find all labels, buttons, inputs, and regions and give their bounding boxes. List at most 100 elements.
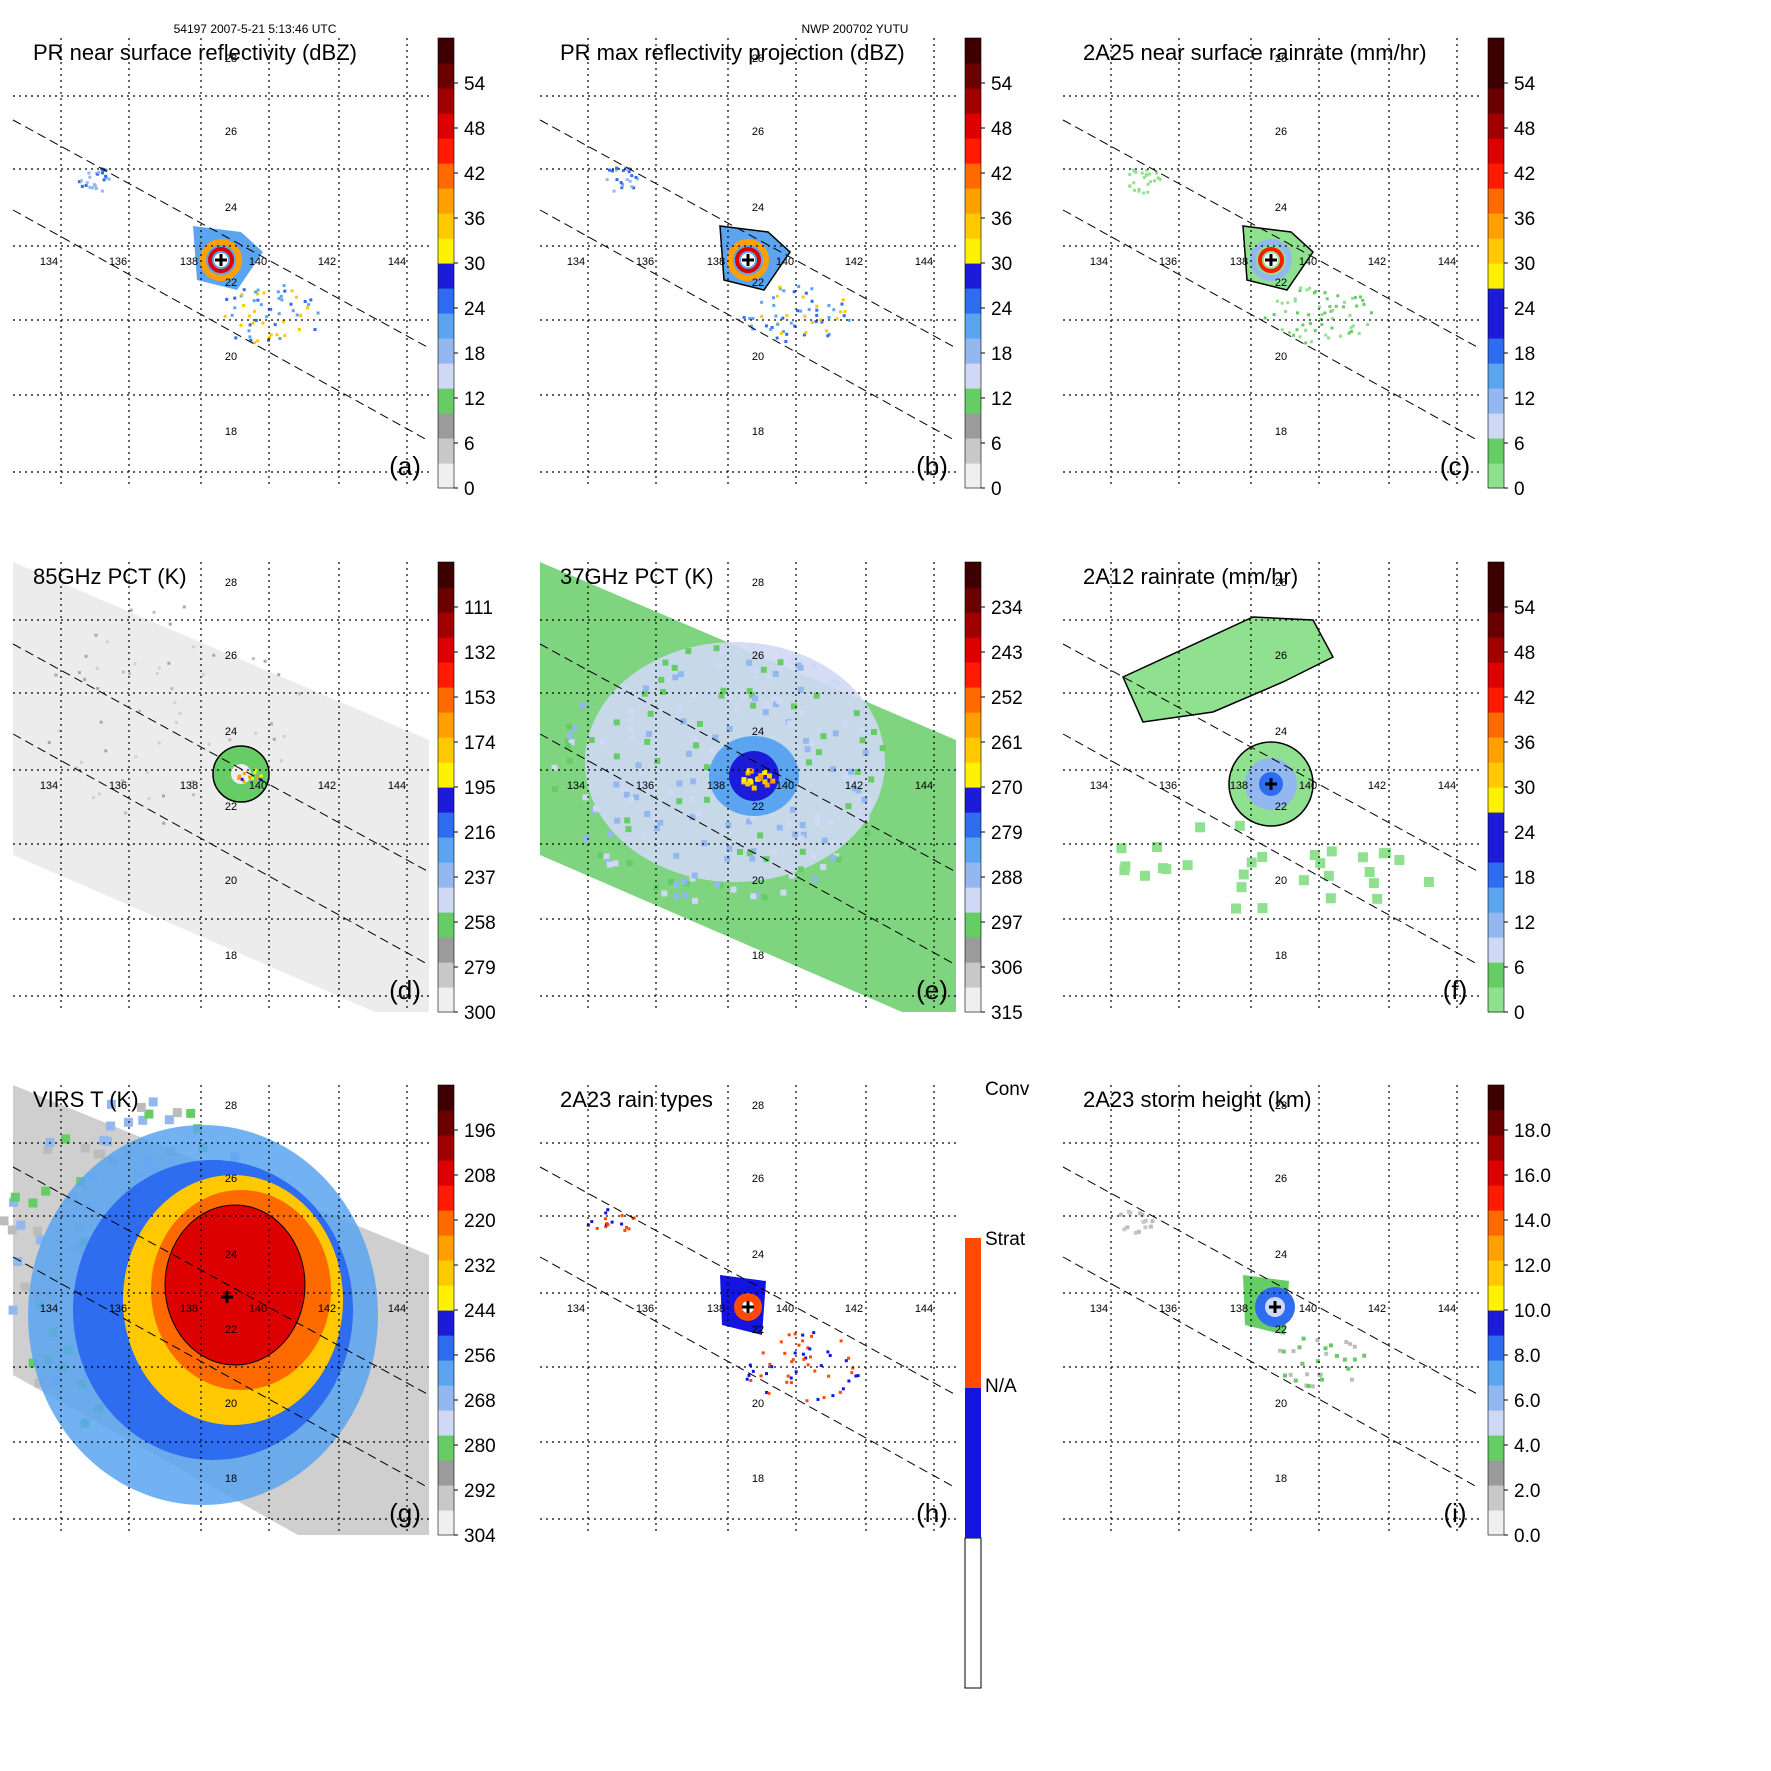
- echo-pixel: [603, 853, 610, 860]
- echo-pixel: [751, 785, 757, 791]
- echo-pixel: [1278, 1348, 1283, 1353]
- echo-pixel: [269, 722, 273, 726]
- echo-pixel: [83, 677, 87, 681]
- echo-pixel: [97, 170, 101, 174]
- colorbar-tick-label: 42: [464, 164, 485, 185]
- panel-e: 28 26 24 22 20 18 134 136 138 140 142 144 37GHz PCT …: [539, 561, 1023, 1024]
- colorbar-segment: [1488, 113, 1504, 139]
- panel-g: 28 26 24 22 20 18 134 136 138 140 142 144 VIRS T (K)…: [0, 1084, 496, 1547]
- colorbar-segment: [1488, 1235, 1504, 1261]
- echo-pixel: [810, 299, 814, 303]
- lat-label: 24: [225, 726, 237, 738]
- echo-pixel: [1145, 168, 1149, 172]
- echo-pixel: [129, 608, 133, 612]
- echo-pixel: [272, 737, 276, 741]
- echo-pixel: [1295, 328, 1299, 332]
- lat-label: 26: [1275, 126, 1287, 138]
- colorbar-segment: [1488, 1185, 1504, 1211]
- colorbar-segment: [438, 1435, 454, 1461]
- colorbar-tick-label: 48: [991, 119, 1012, 140]
- colorbar-tick-label: 30: [464, 254, 485, 275]
- echo-pixel: [761, 894, 768, 901]
- storm-name-header: NWP 200702 YUTU: [802, 22, 909, 36]
- colorbar-segment: [965, 562, 981, 588]
- echo-pixel: [734, 706, 741, 713]
- lat-label: 28: [1275, 1100, 1287, 1112]
- panel-title: 2A25 near surface rainrate (mm/hr): [1083, 40, 1427, 65]
- panel-letter: (c): [1440, 451, 1470, 481]
- echo-pixel: [800, 831, 807, 838]
- echo-pixel: [242, 779, 246, 783]
- echo-pixel: [805, 1399, 809, 1403]
- panel-letter: (i): [1443, 1498, 1466, 1528]
- echo-pixel: [88, 175, 92, 179]
- echo-pixel: [776, 824, 783, 831]
- echo-pixel: [682, 892, 689, 899]
- echo-pixel: [841, 1387, 845, 1391]
- echo-pixel: [133, 662, 137, 666]
- colorbar-segment: [1488, 338, 1504, 364]
- echo-pixel: [41, 1186, 51, 1196]
- echo-pixel: [566, 732, 573, 739]
- lat-label: 20: [225, 1398, 237, 1410]
- echo-pixel: [1309, 340, 1313, 344]
- colorbar-segment: [438, 1235, 454, 1261]
- colorbar-tick-label: 0: [991, 479, 1002, 500]
- echo-pixel: [773, 701, 779, 708]
- echo-pixel: [237, 776, 241, 780]
- colorbar-segment: [438, 113, 454, 139]
- echo-pixel: [1381, 847, 1392, 858]
- echo-pixel: [1423, 877, 1434, 887]
- echo-pixel: [289, 302, 293, 306]
- colorbar-segment: [1488, 812, 1504, 838]
- colorbar-tick-label: 0: [1514, 479, 1525, 500]
- echo-pixel: [295, 295, 298, 299]
- colorbar-segment: [1488, 238, 1504, 264]
- echo-pixel: [797, 1343, 801, 1347]
- echo-pixel: [712, 734, 719, 741]
- echo-pixel: [253, 771, 257, 775]
- echo-pixel: [1331, 308, 1335, 312]
- lon-label: 134: [567, 780, 585, 792]
- colorbar-segment: [1488, 587, 1504, 613]
- echo-pixel: [835, 317, 839, 321]
- echo-pixel: [802, 333, 806, 337]
- colorbar-segment: [438, 288, 454, 314]
- echo-pixel: [868, 776, 875, 783]
- map-area: 28 26 24 22 20 18 134 136 138 140 142 144: [1062, 562, 1480, 1012]
- echo-pixel: [1133, 1230, 1138, 1235]
- echo-pixel: [93, 1149, 103, 1159]
- echo-pixel: [124, 811, 128, 815]
- colorbar-segment: [965, 987, 981, 1013]
- echo-pixel: [104, 168, 108, 172]
- echo-pixel: [759, 1374, 763, 1378]
- colorbar-tick-label: 280: [464, 1436, 496, 1457]
- storm-center-marker: [1265, 778, 1277, 790]
- echo-pixel: [816, 727, 823, 734]
- echo-pixel: [1353, 296, 1357, 300]
- echo-pixel: [620, 186, 624, 190]
- echo-pixel: [1364, 867, 1375, 877]
- lat-label: 22: [1275, 801, 1287, 813]
- echo-pixel: [815, 313, 819, 317]
- lat-label: 20: [225, 351, 237, 363]
- colorbar-segment: [1488, 138, 1504, 164]
- echo-pixel: [804, 331, 808, 335]
- echo-pixel: [844, 1359, 848, 1363]
- colorbar-segment: [438, 313, 454, 339]
- echo-pixel: [660, 688, 667, 695]
- echo-pixel: [1236, 882, 1247, 893]
- colorbar-segment: [1488, 737, 1504, 763]
- panel-b: 28 26 24 22 20 18 134 136 138 140 142 144 PR max ref…: [539, 37, 1013, 500]
- echo-pixel: [233, 306, 237, 310]
- echo-pixel: [275, 333, 279, 337]
- echo-pixel: [630, 174, 634, 178]
- eyewall: [1250, 239, 1292, 281]
- colorbar-segment: [1488, 687, 1504, 713]
- colorbar-segment: [965, 787, 981, 813]
- echo-pixel: [1348, 1342, 1353, 1346]
- echo-pixel: [689, 875, 696, 882]
- echo-pixel: [593, 805, 599, 812]
- echo-pixel: [856, 814, 863, 821]
